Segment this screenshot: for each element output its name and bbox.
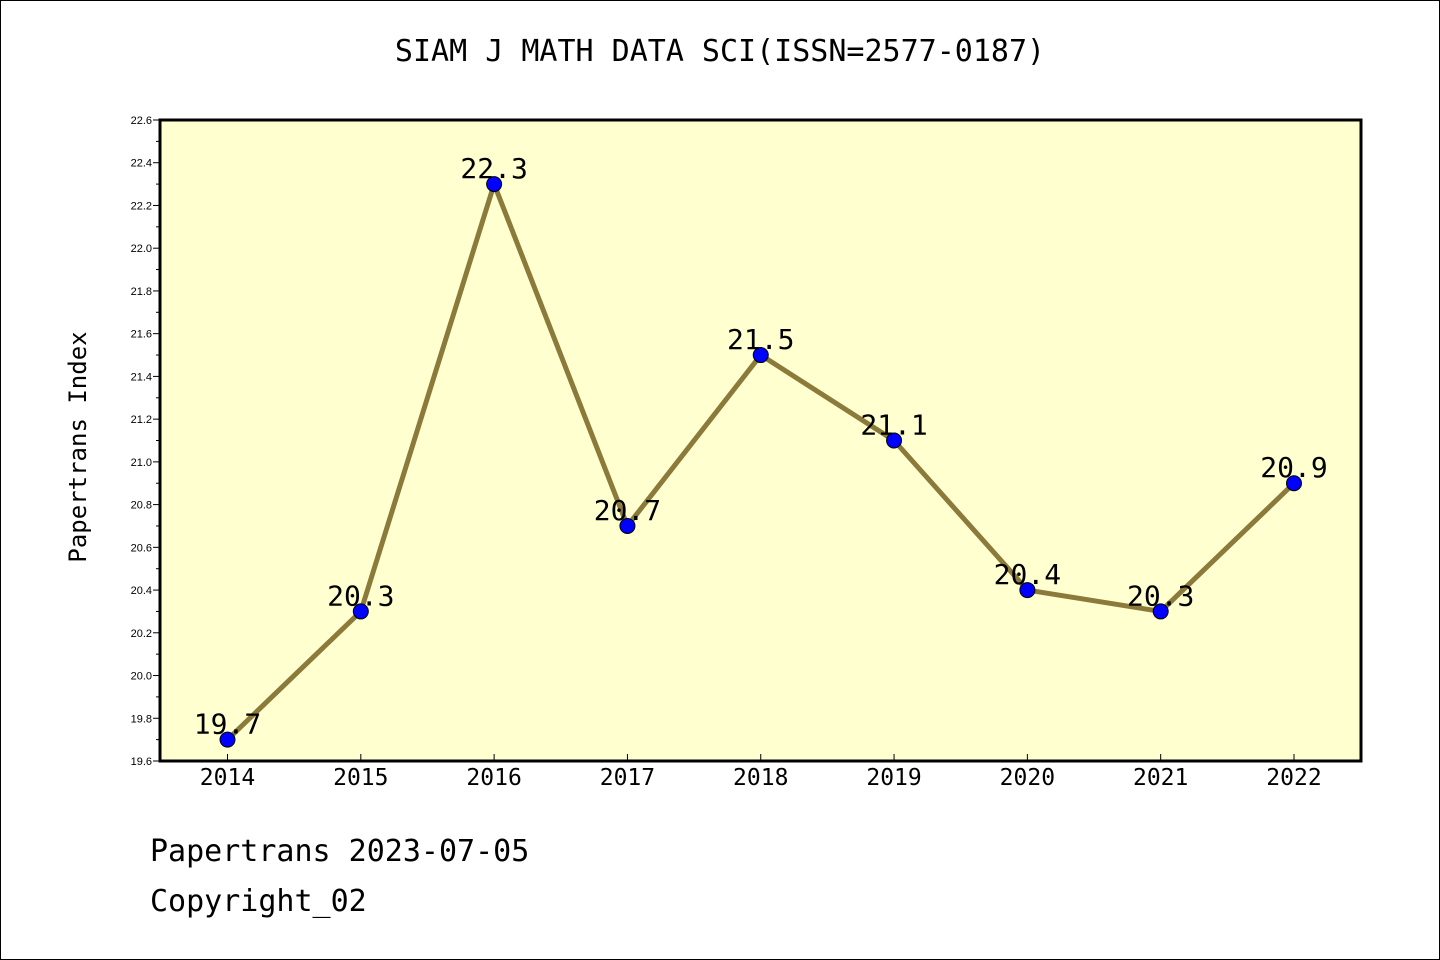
y-tick-label: 20.4 bbox=[131, 585, 152, 597]
data-label: 21.5 bbox=[727, 323, 794, 356]
data-point bbox=[1152, 603, 1169, 620]
y-tick-label: 22.0 bbox=[131, 243, 152, 255]
x-tick-label: 2022 bbox=[1266, 765, 1321, 791]
x-tick-label: 2015 bbox=[333, 765, 388, 791]
plot-border bbox=[158, 118, 1363, 763]
y-tick-label: 21.4 bbox=[131, 371, 152, 383]
x-tick-label: 2021 bbox=[1133, 765, 1188, 791]
y-tick-label: 21.6 bbox=[131, 329, 152, 341]
y-tick-label: 19.8 bbox=[131, 713, 152, 725]
x-tick-label: 2020 bbox=[1000, 765, 1055, 791]
data-point bbox=[352, 603, 369, 620]
data-label: 20.3 bbox=[327, 579, 394, 612]
data-label: 19.7 bbox=[194, 708, 261, 741]
y-tick-label: 22.2 bbox=[131, 200, 152, 212]
x-tick-label: 2016 bbox=[466, 765, 521, 791]
y-tick-label: 20.2 bbox=[131, 628, 152, 640]
y-tick-label: 20.0 bbox=[131, 671, 152, 683]
data-point bbox=[1019, 582, 1036, 599]
data-point bbox=[219, 731, 236, 748]
y-tick-label: 19.6 bbox=[131, 756, 152, 768]
data-label: 21.1 bbox=[860, 409, 927, 442]
data-point bbox=[486, 176, 503, 193]
footer-date-line: Papertrans 2023-07-05 bbox=[150, 834, 530, 869]
data-point bbox=[752, 347, 769, 364]
data-label: 20.9 bbox=[1260, 451, 1327, 484]
y-tick-label: 21.0 bbox=[131, 457, 152, 469]
data-point bbox=[619, 517, 636, 534]
footer-copyright-line: Copyright_02 bbox=[150, 884, 367, 919]
y-tick-label: 20.6 bbox=[131, 542, 152, 554]
plot-area bbox=[160, 120, 1361, 761]
data-label: 22.3 bbox=[460, 152, 527, 185]
y-tick-label: 21.2 bbox=[131, 414, 152, 426]
data-label: 20.3 bbox=[1127, 579, 1194, 612]
data-label: 20.4 bbox=[994, 558, 1061, 591]
y-tick-label: 20.8 bbox=[131, 500, 152, 512]
data-label: 20.7 bbox=[594, 494, 661, 527]
x-tick-label: 2014 bbox=[200, 765, 255, 791]
y-tick-label: 21.8 bbox=[131, 286, 152, 298]
x-tick-label: 2017 bbox=[600, 765, 655, 791]
chart-title: SIAM J MATH DATA SCI(ISSN=2577-0187) bbox=[394, 34, 1046, 69]
y-tick-label: 22.6 bbox=[131, 115, 152, 127]
data-point bbox=[886, 432, 903, 449]
data-point bbox=[1286, 475, 1302, 492]
y-tick-label: 22.4 bbox=[131, 158, 152, 170]
x-tick-label: 2018 bbox=[733, 765, 788, 791]
x-tick-label: 2019 bbox=[866, 765, 921, 791]
